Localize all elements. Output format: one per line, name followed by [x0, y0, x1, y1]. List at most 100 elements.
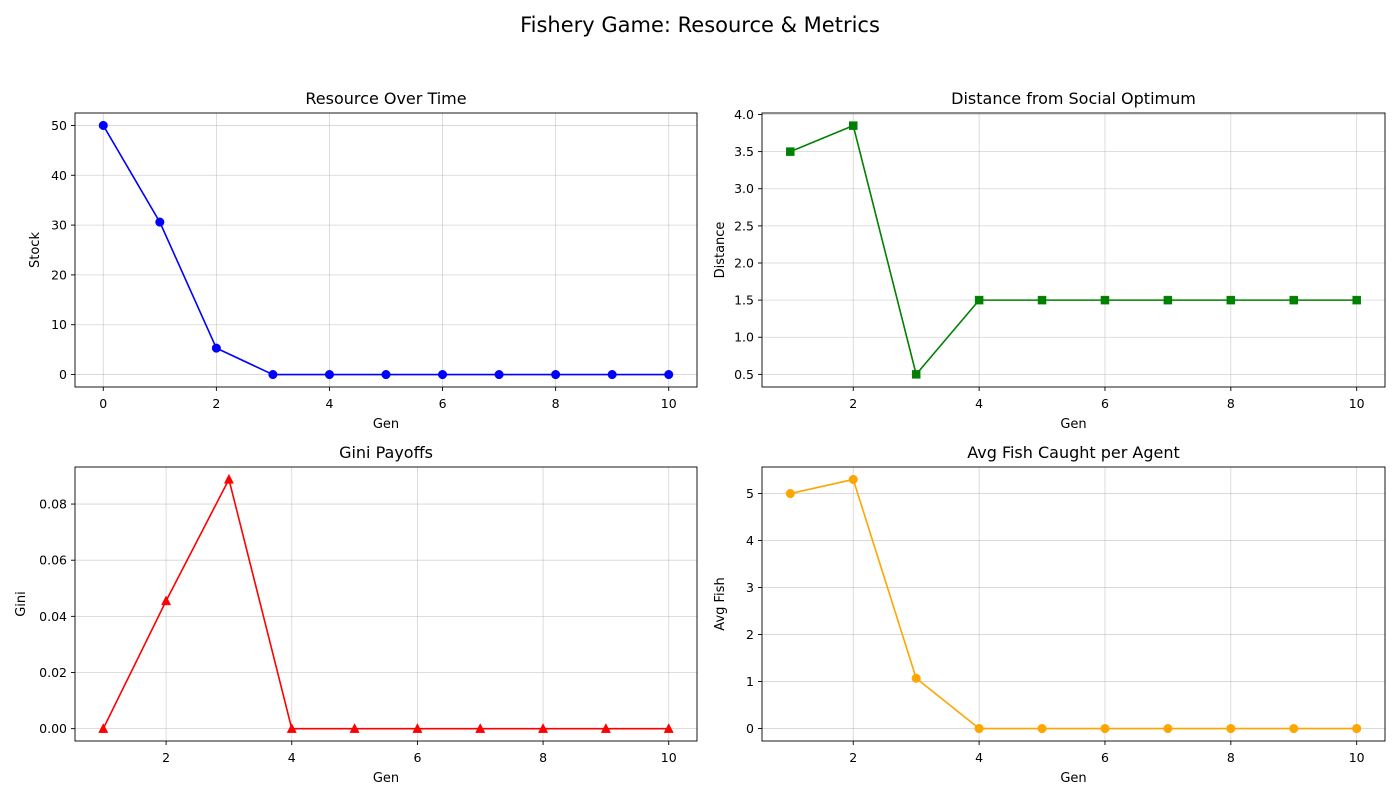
chart-gini-ytick-label-3: 0.06 — [39, 553, 67, 568]
chart-resource-ytick-label-3: 30 — [51, 218, 67, 233]
chart-distance-xtick-label-3: 8 — [1227, 396, 1235, 411]
chart-resource-xtick-label-2: 4 — [325, 396, 333, 411]
chart-distance-xtick-label-1: 4 — [975, 396, 983, 411]
chart-gini-point-6 — [475, 723, 486, 733]
chart-distance-ytick-label-4: 2.5 — [734, 218, 754, 233]
chart-distance-ytick-label-0: 0.5 — [734, 367, 754, 382]
subplot-avg-fish: 2 4 6 8 10 0 1 2 3 4 5 Avg Fish Caught per Agent Gen… — [713, 443, 1386, 786]
chart-gini-point-8 — [600, 723, 611, 733]
chart-resource-point-5 — [381, 369, 391, 380]
chart-gini-point-0 — [98, 723, 109, 733]
chart-distance-series-line-0 — [790, 124, 1357, 376]
chart-resource-ytick-label-0: 0 — [59, 367, 67, 382]
chart-avgfish-ytick-label-3: 3 — [746, 580, 754, 595]
chart-avgfish-ytick-label-2: 2 — [746, 627, 754, 642]
chart-avgfish-point-0 — [785, 489, 795, 499]
chart-distance-title: Distance from Social Optimum — [951, 89, 1196, 108]
chart-avgfish-xtick-label-0: 2 — [849, 750, 857, 765]
chart-resource-xtick-label-4: 8 — [552, 396, 560, 411]
chart-distance-xlabel: Gen — [1060, 417, 1086, 432]
chart-resource-ytick-label-4: 40 — [51, 168, 67, 183]
figure-title: Fishery Game: Resource & Metrics — [520, 13, 880, 37]
chart-gini-point-1 — [161, 595, 172, 606]
chart-gini-ytick-label-4: 0.08 — [39, 497, 67, 512]
chart-gini-series-line-0 — [102, 478, 669, 730]
chart-gini-xlabel: Gen — [373, 771, 399, 786]
chart-resource-axes-frame — [74, 112, 698, 388]
chart-avgfish-ytick-label-0: 0 — [746, 721, 754, 736]
chart-avgfish-point-1 — [848, 474, 858, 485]
chart-distance-xtick-label-4: 10 — [1349, 396, 1365, 411]
chart-gini-xtick-label-4: 10 — [661, 750, 677, 765]
chart-gini-xtick-label-0: 2 — [162, 750, 170, 765]
chart-gini-xtick-label-3: 8 — [539, 750, 547, 765]
chart-distance-point-9 — [1352, 295, 1361, 305]
chart-distance-ytick-label-3: 2.0 — [734, 255, 754, 270]
chart-resource-xlabel: Gen — [373, 417, 399, 432]
chart-avgfish-point-6 — [1163, 723, 1173, 734]
chart-resource-xtick-label-3: 6 — [439, 396, 447, 411]
chart-avgfish-xtick-label-3: 8 — [1227, 750, 1235, 765]
chart-distance-point-8 — [1289, 295, 1299, 305]
chart-gini-point-5 — [412, 723, 423, 733]
chart-resource-xtick-label-0: 0 — [99, 396, 107, 411]
chart-distance-ylabel: Distance — [713, 222, 728, 279]
chart-distance-xtick-label-0: 2 — [849, 396, 857, 411]
chart-resource-ytick-label-1: 10 — [51, 317, 67, 332]
chart-avgfish-series-line-0 — [790, 478, 1357, 730]
chart-avgfish-ylabel: Avg Fish — [713, 577, 728, 630]
chart-distance-point-1 — [848, 121, 858, 130]
chart-distance-point-6 — [1163, 295, 1173, 305]
chart-resource-point-1 — [155, 217, 165, 227]
chart-resource-ytick-label-5: 50 — [51, 118, 67, 133]
chart-avgfish-xlabel: Gen — [1060, 771, 1086, 786]
subplot-resource: 0 2 4 6 8 10 0 10 20 30 40 50 Resource Over Time Gen S… — [28, 89, 698, 432]
chart-avgfish-ytick-label-5: 5 — [746, 486, 754, 501]
chart-resource-point-9 — [607, 369, 617, 380]
chart-gini-point-4 — [349, 723, 360, 733]
chart-gini-point-3 — [286, 723, 297, 733]
chart-gini-ytick-label-2: 0.04 — [39, 609, 67, 624]
chart-distance-point-5 — [1100, 295, 1110, 305]
chart-avgfish-point-7 — [1226, 723, 1236, 734]
chart-resource-point-2 — [211, 343, 221, 353]
chart-gini-point-7 — [538, 723, 549, 733]
chart-avgfish-point-4 — [1037, 723, 1047, 734]
chart-resource-point-8 — [551, 369, 561, 380]
chart-resource-ylabel: Stock — [28, 232, 43, 268]
chart-avgfish-point-8 — [1289, 723, 1299, 734]
chart-avgfish-ytick-label-4: 4 — [746, 533, 754, 548]
chart-distance-point-7 — [1226, 295, 1236, 305]
chart-gini-ytick-label-0: 0.00 — [39, 721, 67, 736]
chart-resource-series-line-0 — [102, 125, 669, 376]
chart-avgfish-point-9 — [1352, 723, 1362, 734]
chart-resource-point-3 — [268, 369, 278, 380]
chart-resource-xtick-label-1: 2 — [212, 396, 220, 411]
chart-avgfish-xtick-label-1: 4 — [975, 750, 983, 765]
chart-resource-point-7 — [494, 369, 504, 380]
chart-resource-ytick-label-2: 20 — [51, 267, 67, 282]
chart-distance-ytick-label-7: 4.0 — [734, 107, 754, 122]
chart-avgfish-xtick-label-2: 6 — [1101, 750, 1109, 765]
chart-distance-ytick-label-2: 1.5 — [734, 293, 754, 308]
chart-resource-xtick-label-5: 10 — [661, 396, 677, 411]
chart-gini-axes-frame — [74, 466, 698, 742]
chart-distance-ytick-label-6: 3.5 — [734, 144, 754, 159]
chart-avgfish-title: Avg Fish Caught per Agent — [967, 443, 1180, 462]
chart-gini-point-9 — [663, 723, 674, 733]
chart-gini-ytick-label-1: 0.02 — [39, 665, 67, 680]
chart-distance-point-2 — [911, 370, 921, 379]
chart-avgfish-ytick-label-1: 1 — [746, 674, 754, 689]
subplot-gini: 2 4 6 8 10 0.00 0.02 0.04 0.06 0.08 Gini Payoffs Ge… — [14, 443, 698, 786]
chart-distance-ytick-label-1: 1.0 — [734, 330, 754, 345]
chart-distance-point-0 — [786, 147, 795, 156]
chart-resource-point-10 — [664, 369, 674, 380]
chart-resource-point-0 — [98, 120, 108, 131]
chart-avgfish-xtick-label-4: 10 — [1349, 750, 1365, 765]
chart-resource-point-6 — [437, 369, 448, 380]
chart-distance-point-4 — [1037, 295, 1047, 305]
chart-distance-axes-frame — [761, 112, 1386, 388]
chart-gini-point-2 — [223, 473, 234, 484]
subplot-distance: 2 4 6 8 10 0.5 1.0 1.5 2.0 2.5 3.0 3.5 4.0 Distance f… — [713, 89, 1386, 432]
